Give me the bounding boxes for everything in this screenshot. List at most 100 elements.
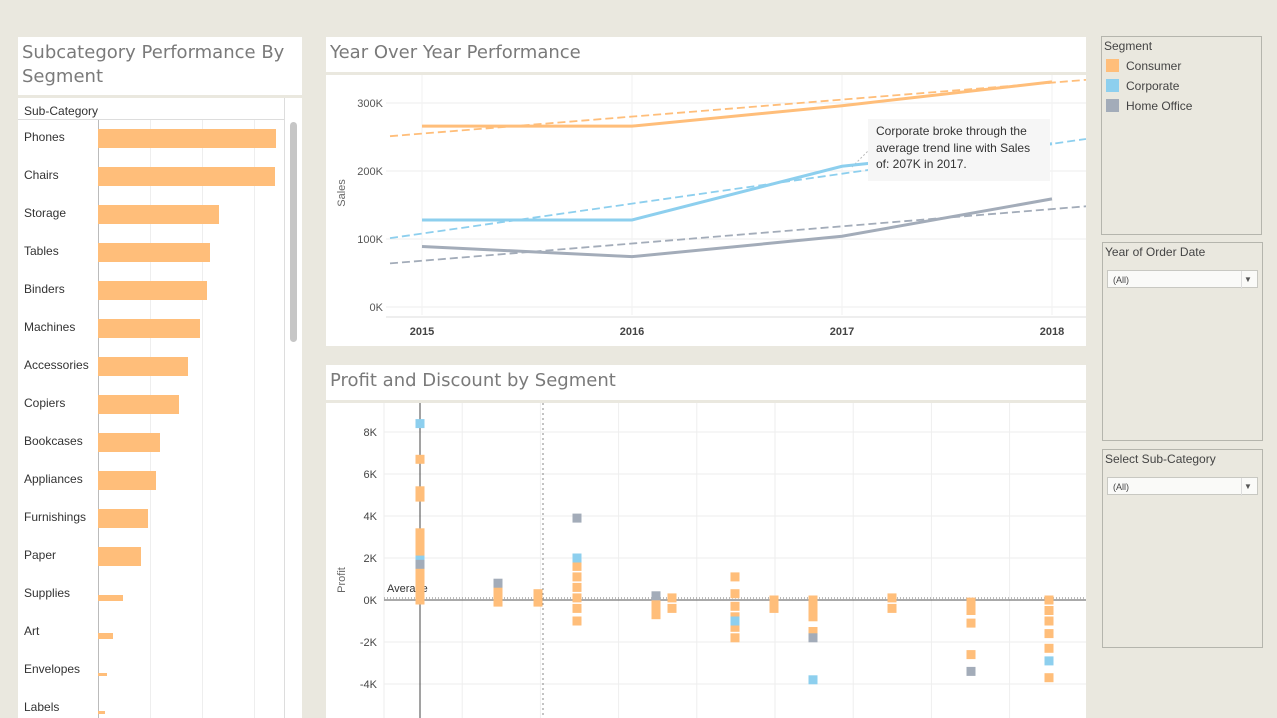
subcategory-bar[interactable] — [98, 595, 124, 601]
scatter-point-consumer[interactable] — [667, 603, 677, 613]
subcategory-label: Furnishings — [24, 510, 87, 524]
subcategory-bar[interactable] — [98, 470, 157, 490]
scatter-point-home-office[interactable] — [966, 666, 976, 676]
subcategory-label: Binders — [24, 282, 65, 296]
scatter-point-consumer[interactable] — [533, 589, 543, 599]
scatter-point-consumer[interactable] — [651, 601, 661, 611]
scatter-point-consumer[interactable] — [572, 603, 582, 613]
yoy-annotation: Corporate broke through the average tren… — [868, 119, 1050, 181]
scatter-point-consumer[interactable] — [415, 492, 425, 502]
subcategory-bar[interactable] — [98, 508, 148, 528]
subcategory-label: Labels — [24, 700, 60, 714]
scatter-point-corporate[interactable] — [1044, 656, 1054, 666]
column-header-divider — [18, 119, 284, 120]
scatter-point-consumer[interactable] — [572, 582, 582, 592]
scatter-point-consumer[interactable] — [415, 580, 425, 590]
scatter-point-consumer[interactable] — [966, 597, 976, 607]
subcategory-bar[interactable] — [98, 128, 276, 148]
scatter-point-consumer[interactable] — [808, 612, 818, 622]
scatter-point-consumer[interactable] — [966, 606, 976, 615]
series-line-consumer[interactable] — [422, 80, 1053, 128]
scatter-point-consumer[interactable] — [769, 595, 779, 605]
scatter-point-consumer[interactable] — [730, 633, 740, 643]
subcategory-bar[interactable] — [98, 318, 200, 338]
subcategory-bar[interactable] — [98, 280, 208, 300]
scatter-point-consumer[interactable] — [667, 593, 677, 603]
subcategory-bar[interactable] — [98, 166, 275, 186]
scatter-point-consumer[interactable] — [808, 603, 818, 613]
y-tick-label: -2K — [360, 637, 378, 649]
scatter-point-consumer[interactable] — [966, 650, 976, 660]
scatter-point-corporate[interactable] — [415, 419, 425, 429]
scatter-point-consumer[interactable] — [1044, 595, 1054, 605]
scatter-point-consumer[interactable] — [1044, 643, 1054, 653]
scatter-point-home-office[interactable] — [415, 559, 425, 569]
scatter-point-corporate[interactable] — [730, 616, 740, 626]
scatter-point-home-office[interactable] — [572, 513, 582, 523]
year-dropdown[interactable]: (All) ▼ — [1107, 270, 1258, 289]
subcategory-bar[interactable] — [98, 633, 113, 639]
subcategory-dropdown[interactable]: (All) ▼ — [1107, 477, 1258, 496]
scatter-point-consumer[interactable] — [730, 622, 740, 632]
chevron-down-icon[interactable]: ▼ — [1241, 271, 1254, 289]
scatter-point-consumer[interactable] — [493, 597, 503, 607]
chevron-down-icon[interactable]: ▼ — [1241, 478, 1254, 496]
scatter-point-corporate[interactable] — [572, 553, 582, 563]
scatter-point-consumer[interactable] — [1044, 629, 1054, 639]
scatter-point-consumer[interactable] — [808, 627, 818, 636]
subcategory-bar[interactable] — [98, 356, 189, 376]
scatter-point-consumer[interactable] — [966, 618, 976, 628]
scatter-point-home-office[interactable] — [651, 591, 661, 601]
scatter-point-consumer[interactable] — [651, 610, 661, 620]
scatter-point-consumer[interactable] — [415, 536, 425, 546]
legend-item-consumer[interactable]: Consumer — [1106, 58, 1181, 74]
scatter-point-consumer[interactable] — [572, 572, 582, 582]
scatter-point-consumer[interactable] — [415, 572, 425, 582]
subcategory-title-line1: Subcategory Performance By — [22, 42, 285, 63]
scatter-point-consumer[interactable] — [887, 603, 897, 613]
yoy-title-panel: Year Over Year Performance — [326, 37, 1086, 72]
scatter-point-corporate[interactable] — [808, 675, 818, 685]
scatter-point-consumer[interactable] — [533, 597, 543, 607]
scrollbar-track[interactable] — [288, 120, 298, 718]
trend-line-home-office — [389, 205, 1086, 265]
legend-label: Corporate — [1126, 79, 1180, 93]
subcategory-bar[interactable] — [98, 204, 219, 224]
scatter-point-consumer[interactable] — [415, 545, 425, 555]
scatter-point-consumer[interactable] — [1044, 616, 1054, 626]
subcategory-bar[interactable] — [98, 394, 179, 414]
scatter-point-home-office[interactable] — [808, 633, 818, 643]
series-line-home-office[interactable] — [421, 197, 1053, 259]
scrollbar-thumb[interactable] — [290, 122, 297, 342]
scatter-point-consumer[interactable] — [572, 593, 582, 603]
scatter-point-consumer[interactable] — [730, 589, 740, 599]
legend-item-corporate[interactable]: Corporate — [1106, 78, 1179, 94]
scatter-point-consumer[interactable] — [808, 595, 818, 605]
scatter-point-consumer[interactable] — [415, 486, 425, 496]
scatter-point-consumer[interactable] — [415, 528, 425, 538]
subcategory-bar[interactable] — [98, 672, 107, 676]
yoy-line-chart[interactable]: 0K 100K 200K 300K 2015 2016 2017 2018 Sales — [326, 75, 1086, 346]
scatter-point-consumer[interactable] — [415, 454, 425, 464]
scatter-point-consumer[interactable] — [1044, 673, 1054, 683]
legend-item-home-office[interactable]: Home Office — [1106, 98, 1192, 114]
scatter-point-consumer[interactable] — [572, 616, 582, 626]
scatter-point-consumer[interactable] — [887, 593, 897, 603]
scatter-point-consumer[interactable] — [769, 603, 779, 613]
subcategory-bar[interactable] — [98, 242, 210, 262]
subcategory-title-line2: Segment — [22, 66, 103, 87]
scatter-point-consumer[interactable] — [493, 589, 503, 599]
scatter-point-consumer[interactable] — [415, 595, 425, 605]
scatter-point-consumer[interactable] — [1044, 606, 1054, 615]
scatter-point-consumer[interactable] — [572, 561, 582, 571]
subcategory-bar[interactable] — [98, 546, 141, 566]
subcategory-bar[interactable] — [98, 710, 105, 714]
x-tick-label: 2017 — [830, 326, 854, 338]
scatter-point-consumer[interactable] — [730, 601, 740, 611]
scatter-point-consumer[interactable] — [730, 572, 740, 582]
subcategory-bar[interactable] — [98, 432, 161, 452]
bar-gridline — [150, 120, 151, 718]
scatter-point-home-office[interactable] — [493, 578, 503, 588]
scatter-point-consumer[interactable] — [415, 589, 425, 599]
